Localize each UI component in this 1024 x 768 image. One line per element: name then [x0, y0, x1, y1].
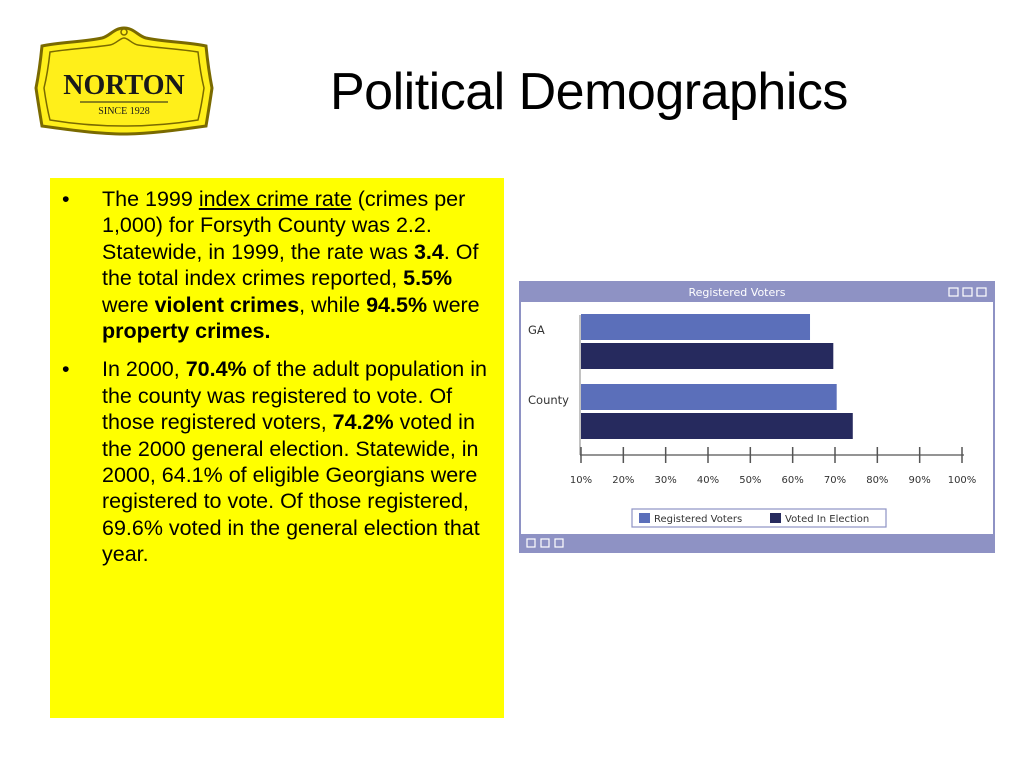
x-tick-label: 90%: [909, 475, 931, 486]
legend-swatch: [639, 513, 650, 523]
category-label: GA: [528, 323, 545, 337]
x-tick-label: 70%: [824, 475, 846, 486]
legend-label: Registered Voters: [654, 514, 742, 525]
window-box-icon: [554, 538, 564, 548]
bullet-list: The 1999 index crime rate (crimes per 1,…: [62, 186, 488, 568]
bullet-text-segment: violent crimes: [154, 292, 300, 317]
bullet-text-segment: property crimes.: [102, 319, 271, 344]
chart-legend: [631, 508, 887, 528]
x-tick-label: 10%: [570, 475, 592, 486]
registered-voters-chart: Registered Voters GA County 10% 20% 30% 40% 50%…: [519, 281, 995, 553]
bullet-item: In 2000, 70.4% of the adult population i…: [62, 356, 488, 567]
window-box-icon: [976, 287, 987, 297]
window-box-icon: [526, 538, 536, 548]
bullet-text-segment: of the adult population in the county wa…: [102, 357, 487, 435]
bullet-text-segment: were: [102, 292, 155, 317]
bullet-text-segment: 3.4: [413, 239, 444, 264]
bullet-text-segment: 94.5%: [366, 292, 428, 317]
legend-label: Voted In Election: [785, 514, 869, 525]
bullet-text-box: The 1999 index crime rate (crimes per 1,…: [50, 178, 504, 718]
bullet-text-segment: voted in the 2000 general election. Stat…: [102, 410, 480, 567]
bullet-text-segment: were: [427, 292, 480, 317]
x-tick-label: 20%: [612, 475, 634, 486]
logo-name: NORTON: [63, 70, 184, 101]
bar-registered-voters: [581, 314, 811, 340]
bullet-text-segment: (crimes per 1,000) for Forsyth County wa…: [102, 187, 466, 264]
bullet-text-segment: The 1999: [102, 187, 199, 211]
x-tick-label: 100%: [948, 475, 977, 486]
chart-title: Registered Voters: [688, 286, 785, 299]
x-tick-label: 50%: [739, 475, 761, 486]
bullet-text-segment: index crime rate: [198, 187, 352, 211]
norton-logo: NORTON SINCE 1928: [34, 26, 214, 136]
x-tick-label: 40%: [697, 475, 719, 486]
window-box-icon: [962, 287, 973, 297]
bullet-item: The 1999 index crime rate (crimes per 1,…: [62, 186, 488, 344]
bar-registered-voters: [581, 384, 837, 410]
bullet-text-segment: , while: [299, 292, 367, 317]
x-tick-label: 80%: [866, 475, 888, 486]
logo-tagline: SINCE 1928: [98, 106, 149, 117]
window-box-icon: [540, 538, 550, 548]
bullet-text-segment: In 2000,: [102, 357, 186, 382]
window-box-icon: [948, 287, 959, 297]
chart-footer-bar: [520, 534, 994, 552]
bullet-text-segment: . Of the total index crimes reported,: [102, 239, 479, 291]
slide-title: Political Demographics: [330, 63, 848, 121]
category-label: County: [528, 393, 569, 407]
logo-badge-shape: [34, 26, 214, 136]
chart-header-bar: [520, 282, 994, 302]
legend-swatch: [770, 513, 781, 523]
x-tick-label: 30%: [655, 475, 677, 486]
bar-voted-in-election: [581, 413, 853, 439]
bar-voted-in-election: [581, 343, 834, 369]
bullet-text-segment: 74.2%: [332, 410, 394, 435]
x-tick-label: 60%: [782, 475, 804, 486]
bullet-text-segment: 70.4%: [185, 357, 247, 382]
bullet-text-segment: 5.5%: [403, 266, 453, 291]
